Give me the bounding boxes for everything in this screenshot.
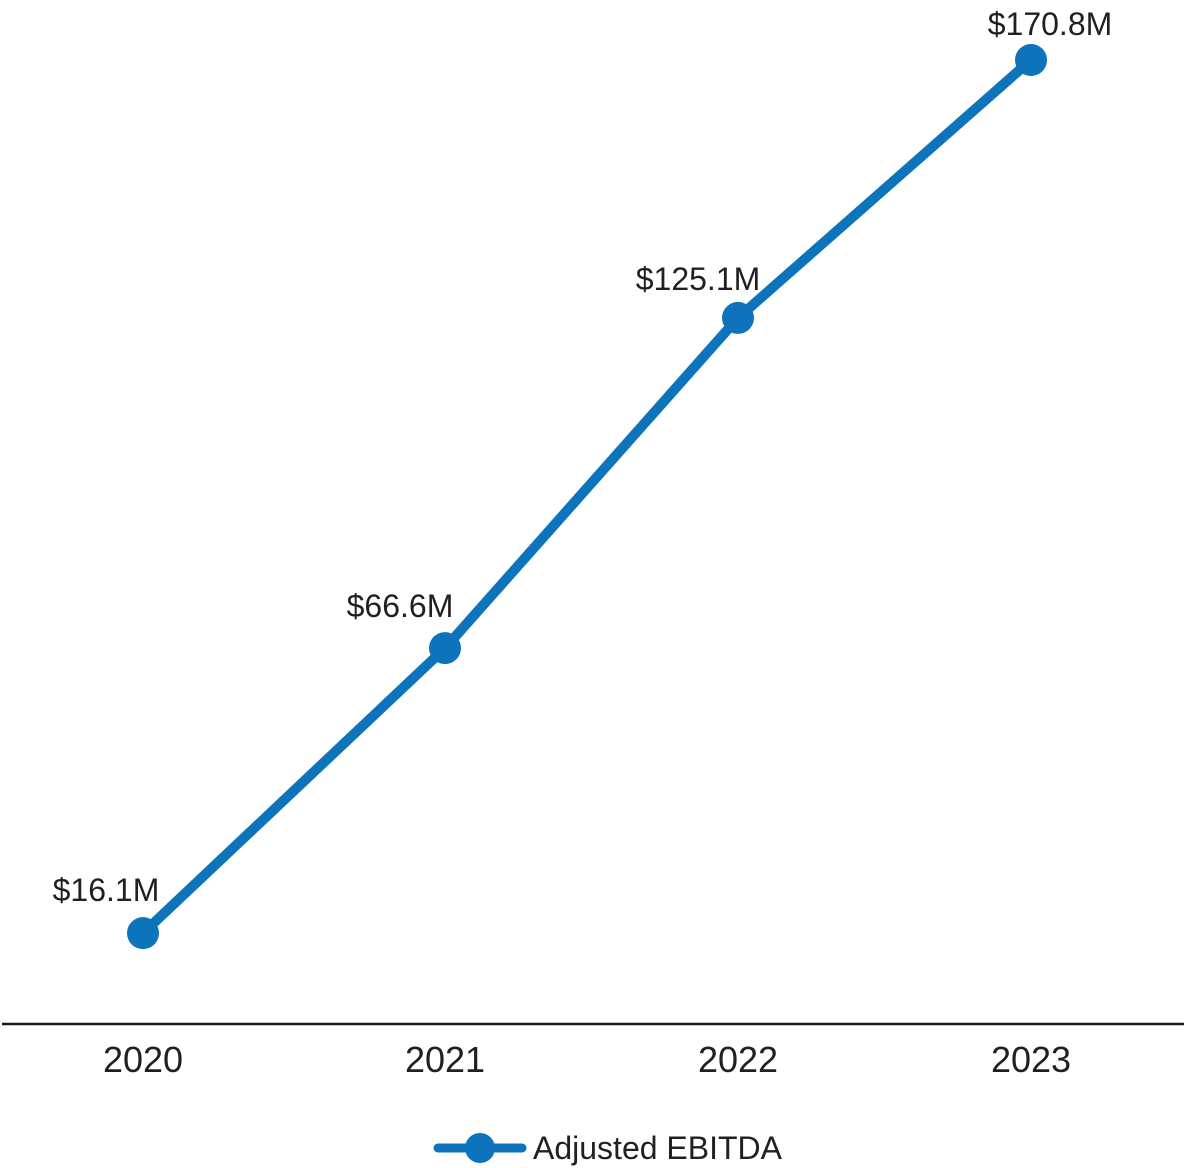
- series-layer: $16.1M $66.6M $125.1M $170.8M: [53, 6, 1113, 950]
- x-tick-label-2022: 2022: [698, 1039, 778, 1080]
- data-label-2021: $66.6M: [347, 588, 454, 624]
- legend: Adjusted EBITDA: [433, 1130, 783, 1166]
- ebitda-series-line: [139, 56, 1035, 937]
- data-label-2023: $170.8M: [988, 6, 1113, 42]
- x-axis-tick-labels: 2020 2021 2022 2023: [103, 1039, 1071, 1080]
- x-tick-label-2023: 2023: [991, 1039, 1071, 1080]
- data-point-2021: [429, 632, 461, 665]
- data-label-2020: $16.1M: [53, 872, 160, 908]
- data-label-2022: $125.1M: [636, 261, 761, 297]
- x-tick-label-2020: 2020: [103, 1039, 183, 1080]
- data-point-2020: [127, 917, 159, 950]
- legend-dot-marker-icon: [465, 1133, 495, 1163]
- data-point-2023: [1015, 44, 1047, 76]
- data-point-2022: [722, 301, 754, 334]
- legend-label: Adjusted EBITDA: [533, 1130, 783, 1166]
- x-tick-label-2021: 2021: [405, 1039, 485, 1080]
